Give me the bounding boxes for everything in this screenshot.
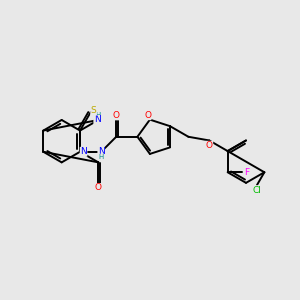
Text: S: S	[91, 106, 96, 115]
Text: O: O	[144, 111, 151, 120]
Text: N: N	[94, 116, 101, 124]
Text: Cl: Cl	[253, 186, 261, 195]
Text: F: F	[244, 168, 250, 177]
Text: N: N	[98, 147, 105, 156]
Text: O: O	[113, 111, 120, 120]
Text: O: O	[95, 184, 102, 193]
Text: H: H	[99, 154, 104, 160]
Text: H: H	[96, 112, 101, 118]
Text: O: O	[206, 141, 213, 150]
Text: N: N	[80, 147, 87, 156]
